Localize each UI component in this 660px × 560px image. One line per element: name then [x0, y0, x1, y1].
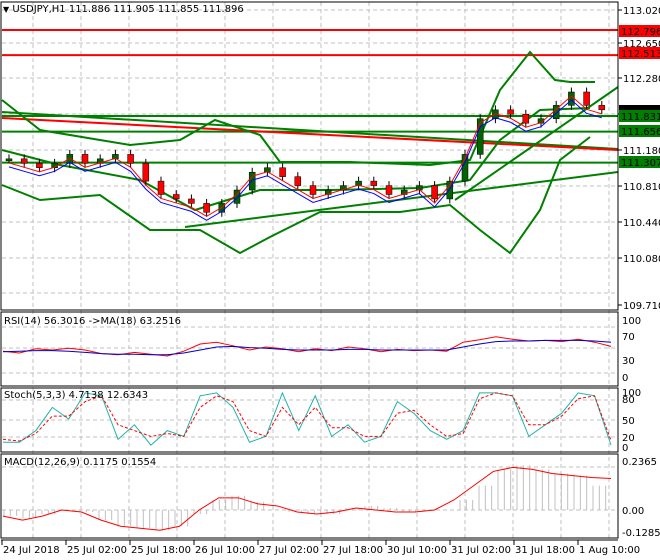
bear-candle — [431, 185, 438, 200]
pane-border — [0, 453, 619, 539]
rsi-label: RSI(14) 56.3016 ->MA(18) 63.2516 — [4, 316, 181, 327]
indicator-tick-label: 0.2365 — [622, 457, 657, 468]
ma-slow-line — [8, 99, 602, 221]
price-tick-label: 112.650 — [623, 39, 660, 50]
triangle-down-icon[interactable]: ▼ — [3, 5, 10, 14]
bear-candle — [294, 176, 302, 186]
bull-candle — [476, 118, 484, 155]
indicator-tick-label: 100 — [622, 316, 641, 327]
rsi-ma-line — [2, 339, 612, 356]
bull-candle — [5, 158, 13, 162]
indicator-tick-label: 0 — [622, 373, 628, 384]
trendline — [454, 86, 619, 201]
price-level-label: 111.307 — [621, 158, 660, 169]
bear-candle — [385, 185, 393, 195]
pane-border — [0, 311, 619, 387]
indicator-tick-label: -0.1285 — [622, 528, 660, 539]
indicator-tick-label: 0.00 — [622, 506, 644, 517]
macd-label: MACD(12,26,9) 0.1175 0.1554 — [4, 457, 157, 468]
bear-candle — [583, 91, 590, 106]
rsi-pane[interactable] — [2, 336, 612, 357]
price-level-label: 111.831 — [621, 112, 660, 123]
bear-candle — [81, 154, 89, 164]
price-level-label: 112.796 — [621, 27, 660, 38]
time-tick-label: 31 Jul 18:00 — [515, 545, 575, 556]
bear-candle — [127, 154, 134, 164]
time-tick-label: 30 Jul 10:00 — [387, 545, 447, 556]
stoch-label: Stoch(5,3,3) 4.7138 12.6343 — [4, 390, 149, 401]
bollinger-band — [1, 50, 595, 167]
ma-fast-line — [8, 95, 602, 217]
price-tick-label: 110.440 — [623, 218, 660, 229]
bear-candle — [172, 194, 180, 200]
macd-signal-line — [2, 466, 612, 531]
trendline — [184, 171, 619, 228]
stoch-signal-line — [2, 392, 612, 442]
price-pane[interactable] — [1, 28, 619, 255]
trendline — [1, 111, 619, 150]
macd-pane[interactable] — [2, 465, 612, 531]
bear-candle — [142, 163, 150, 182]
bollinger-band — [1, 136, 591, 255]
bull-candle — [568, 91, 575, 106]
price-level-badge — [619, 47, 660, 59]
indicator-tick-label: 30 — [622, 356, 635, 367]
price-level-label: 112.513 — [621, 49, 660, 60]
time-tick-label: 25 Jul 02:00 — [67, 545, 127, 556]
bull-candle — [248, 171, 256, 191]
price-tick-label: 111.180 — [623, 146, 660, 157]
chart-title: ▼ USDJPY,H1 111.886 111.905 111.855 111.… — [3, 4, 244, 15]
time-tick-label: 27 Jul 18:00 — [323, 545, 383, 556]
bear-candle — [507, 109, 514, 115]
indicator-tick-label: 70 — [622, 332, 635, 343]
time-axis: 24 Jul 2018 25 Jul 02:00 25 Jul 18:00 26 Ju… — [1, 540, 640, 556]
bear-candle — [279, 167, 286, 177]
price-axis: 113.020112.650112.280111.550111.180110.8… — [618, 6, 660, 312]
price-tick-label: 110.810 — [623, 182, 660, 193]
time-tick-label: 25 Jul 18:00 — [131, 545, 191, 556]
indicator-tick-label: 20 — [622, 433, 635, 444]
bear-candle — [598, 105, 606, 111]
bear-candle — [188, 198, 195, 204]
bear-candle — [203, 203, 210, 213]
pane-border — [0, 1, 619, 311]
bear-candle — [309, 185, 317, 195]
bear-candle — [20, 158, 28, 164]
price-level-badge — [619, 125, 660, 137]
price-tick-label: 112.280 — [623, 74, 660, 85]
price-level-badge — [619, 156, 660, 168]
indicator-tick-label: 0 — [622, 443, 628, 454]
bull-candle — [446, 180, 454, 200]
trendline — [1, 117, 619, 151]
time-tick-label: 27 Jul 02:00 — [259, 545, 319, 556]
pane-border — [0, 387, 619, 453]
ohlc-values: 111.886 111.905 111.855 111.896 — [68, 4, 244, 15]
time-tick-label: 1 Aug 10:00 — [579, 545, 640, 556]
price-tick-label: 109.710 — [623, 301, 660, 312]
bear-candle — [36, 163, 43, 168]
time-tick-label: 31 Jul 02:00 — [451, 545, 511, 556]
time-tick-label: 24 Jul 2018 — [3, 545, 60, 556]
symbol-label: USDJPY,H1 — [12, 4, 66, 15]
bear-candle — [522, 114, 530, 124]
indicator-tick-label: 50 — [622, 416, 635, 427]
price-tick-label: 113.020 — [623, 6, 660, 17]
price-tick-label: 110.080 — [623, 254, 660, 265]
price-level-badge — [619, 25, 660, 37]
time-tick-label: 26 Jul 10:00 — [195, 545, 255, 556]
price-level-badge — [619, 110, 660, 122]
stoch-pane[interactable] — [2, 391, 612, 446]
price-level-label: 111.656 — [621, 127, 660, 138]
pane-borders — [0, 1, 619, 541]
indicator-tick-label: 80 — [622, 395, 635, 406]
bear-candle — [370, 180, 378, 186]
stoch-main-line — [3, 391, 612, 446]
indicator-tick-label: 100 — [622, 388, 641, 399]
bear-candle — [157, 180, 165, 195]
